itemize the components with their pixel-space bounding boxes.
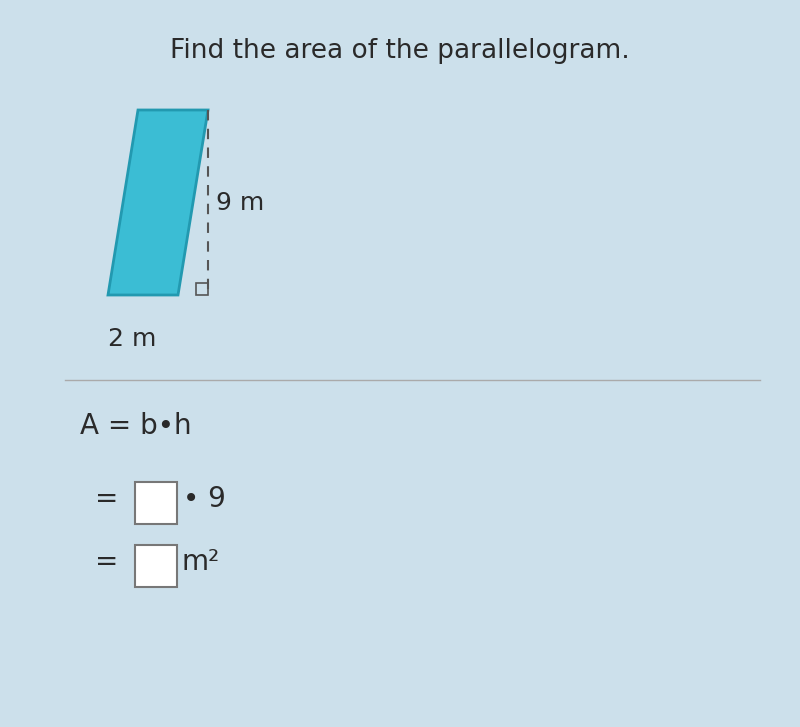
Text: =: =	[95, 485, 118, 513]
Bar	[135, 545, 177, 587]
Polygon shape	[108, 110, 208, 295]
Text: • 9: • 9	[183, 485, 226, 513]
Text: 2 m: 2 m	[108, 327, 156, 351]
Text: Find the area of the parallelogram.: Find the area of the parallelogram.	[170, 38, 630, 64]
Text: =: =	[95, 548, 118, 576]
Text: m²: m²	[181, 548, 219, 576]
Bar	[196, 283, 208, 295]
Text: 9 m: 9 m	[216, 190, 264, 214]
Bar	[135, 482, 177, 524]
Text: A = b•h: A = b•h	[80, 412, 192, 440]
